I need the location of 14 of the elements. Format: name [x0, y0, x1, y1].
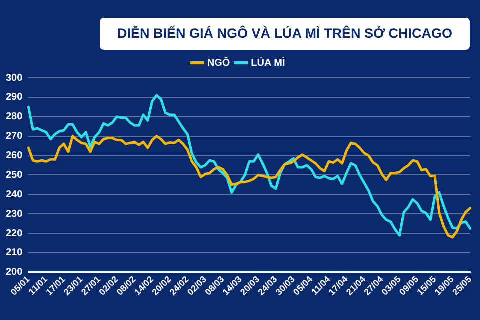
y-tick-label: 280 [6, 112, 24, 123]
legend-label: LÚA MÌ [251, 56, 286, 69]
y-tick-label: 290 [6, 92, 24, 104]
y-tick-label: 250 [6, 170, 24, 181]
y-tick-label: 200 [6, 267, 24, 278]
chart-title: DIỄN BIẾN GIÁ NGÔ VÀ LÚA MÌ TRÊN SỞ CHICAGO [100, 18, 470, 50]
y-tick-label: 300 [6, 72, 24, 84]
y-tick-label: 210 [6, 248, 24, 259]
y-tick-label: 240 [6, 189, 24, 200]
y-tick-label: 220 [6, 228, 24, 240]
y-tick-label: 230 [6, 208, 24, 220]
y-tick-label: 260 [6, 150, 24, 162]
y-tick-label: 270 [6, 131, 24, 142]
legend-label: NGÔ [207, 56, 230, 69]
